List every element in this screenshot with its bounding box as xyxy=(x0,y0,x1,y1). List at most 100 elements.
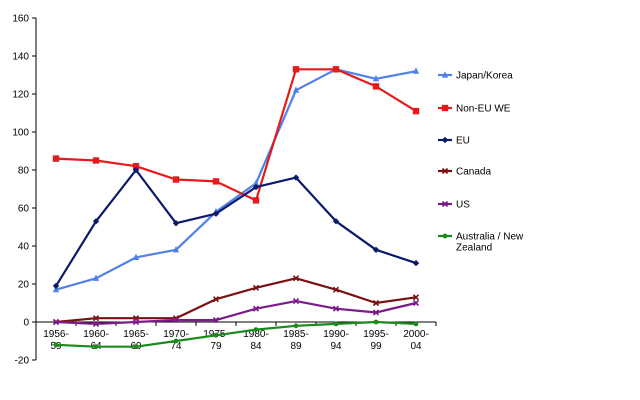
data-point xyxy=(252,284,260,291)
legend-label: Australia / New Zealand xyxy=(456,232,524,254)
data-point xyxy=(412,294,420,301)
x-tick-label: 1995-99 xyxy=(363,329,389,352)
y-tick-label: 0 xyxy=(23,318,29,329)
y-tick-label: 80 xyxy=(18,166,30,177)
x-tick-label: 2000-04 xyxy=(403,329,429,352)
legend-entry: Japan/Korea xyxy=(438,71,513,82)
data-point xyxy=(92,274,100,281)
series-line xyxy=(55,68,417,291)
data-point xyxy=(212,210,220,217)
x-tick-label: 1985-89 xyxy=(283,329,309,352)
data-point xyxy=(212,178,220,185)
data-point xyxy=(292,86,300,93)
data-point xyxy=(53,342,59,348)
data-point xyxy=(212,317,220,324)
series-line xyxy=(55,168,417,287)
series-japan-korea xyxy=(52,65,420,293)
data-point xyxy=(172,220,180,227)
x-tick-label: 1980-84 xyxy=(243,329,269,352)
data-point xyxy=(132,253,140,260)
series-line xyxy=(55,277,417,324)
data-point xyxy=(132,318,140,326)
x-tick-label: 1975-79 xyxy=(203,329,229,352)
legend-label: EU xyxy=(456,136,470,147)
data-point xyxy=(52,282,60,290)
data-point xyxy=(252,305,260,312)
data-point xyxy=(333,321,339,327)
series-australia-new-zealand xyxy=(53,319,419,350)
series-line xyxy=(55,68,417,202)
y-tick-label: 60 xyxy=(18,204,30,215)
data-point xyxy=(332,218,340,225)
x-tick-label: 1970-74 xyxy=(163,329,189,352)
series-line xyxy=(55,320,417,348)
data-point xyxy=(92,218,100,225)
data-point xyxy=(252,179,260,186)
data-point xyxy=(92,315,100,322)
x-tick-label: 1990-94 xyxy=(323,329,349,352)
data-point xyxy=(292,298,300,305)
data-point xyxy=(373,319,379,325)
series-line xyxy=(55,300,417,325)
y-tick-label: 140 xyxy=(12,52,29,63)
legend-label: Non-EU WE xyxy=(456,104,511,115)
data-point xyxy=(92,157,100,164)
data-point xyxy=(92,320,100,327)
data-point xyxy=(412,259,420,267)
y-tick-label: 120 xyxy=(12,90,29,101)
legend-label: Japan/Korea xyxy=(456,71,513,82)
data-point xyxy=(412,299,420,307)
data-point xyxy=(93,344,99,350)
data-point xyxy=(172,176,180,183)
data-point xyxy=(173,338,179,344)
data-point xyxy=(172,246,180,253)
legend-label: US xyxy=(456,200,470,211)
legend-swatch-marker xyxy=(441,104,449,112)
data-point xyxy=(412,67,420,74)
data-point xyxy=(292,66,300,73)
legend-swatch-marker xyxy=(442,233,448,239)
data-point xyxy=(332,286,340,293)
data-point xyxy=(172,317,180,324)
data-point xyxy=(332,305,340,312)
data-point xyxy=(372,309,380,316)
legend-entry: Australia / New Zealand xyxy=(438,232,524,254)
data-point xyxy=(372,75,380,82)
data-point xyxy=(412,107,420,115)
data-point xyxy=(212,296,220,303)
data-point xyxy=(253,327,259,332)
legend-swatch-marker xyxy=(441,200,449,208)
data-point xyxy=(52,318,60,326)
data-point xyxy=(133,344,139,350)
data-point xyxy=(252,197,260,204)
legend-entry: US xyxy=(438,200,470,211)
series-non-eu-we xyxy=(52,66,420,204)
y-tick-label: 100 xyxy=(12,128,29,139)
data-point xyxy=(52,155,60,162)
chart-axes: -200204060801001201401601956-591960-6419… xyxy=(12,14,437,367)
data-point xyxy=(292,174,300,181)
series-eu xyxy=(52,166,420,290)
y-tick-label: 160 xyxy=(12,14,29,25)
data-point xyxy=(132,163,140,170)
data-point xyxy=(293,323,299,329)
data-point xyxy=(132,166,140,174)
legend-swatch-marker xyxy=(441,136,449,144)
data-point xyxy=(372,83,380,90)
y-tick-label: -20 xyxy=(15,356,30,367)
series-canada xyxy=(52,275,420,326)
legend-label: Canada xyxy=(456,167,491,178)
chart-series xyxy=(52,65,420,350)
data-point xyxy=(252,183,260,191)
data-point xyxy=(372,246,380,253)
y-tick-label: 20 xyxy=(18,280,30,291)
data-point xyxy=(213,332,219,338)
data-point xyxy=(413,321,419,327)
legend-entry: Canada xyxy=(438,167,491,178)
chart-legend: Japan/Korea Non-EU WE EU Canada US Australia … xyxy=(438,71,524,254)
x-tick-label: 1956-59 xyxy=(43,329,69,352)
series-us xyxy=(52,298,420,327)
legend-entry: EU xyxy=(438,136,470,147)
data-point xyxy=(332,66,340,73)
